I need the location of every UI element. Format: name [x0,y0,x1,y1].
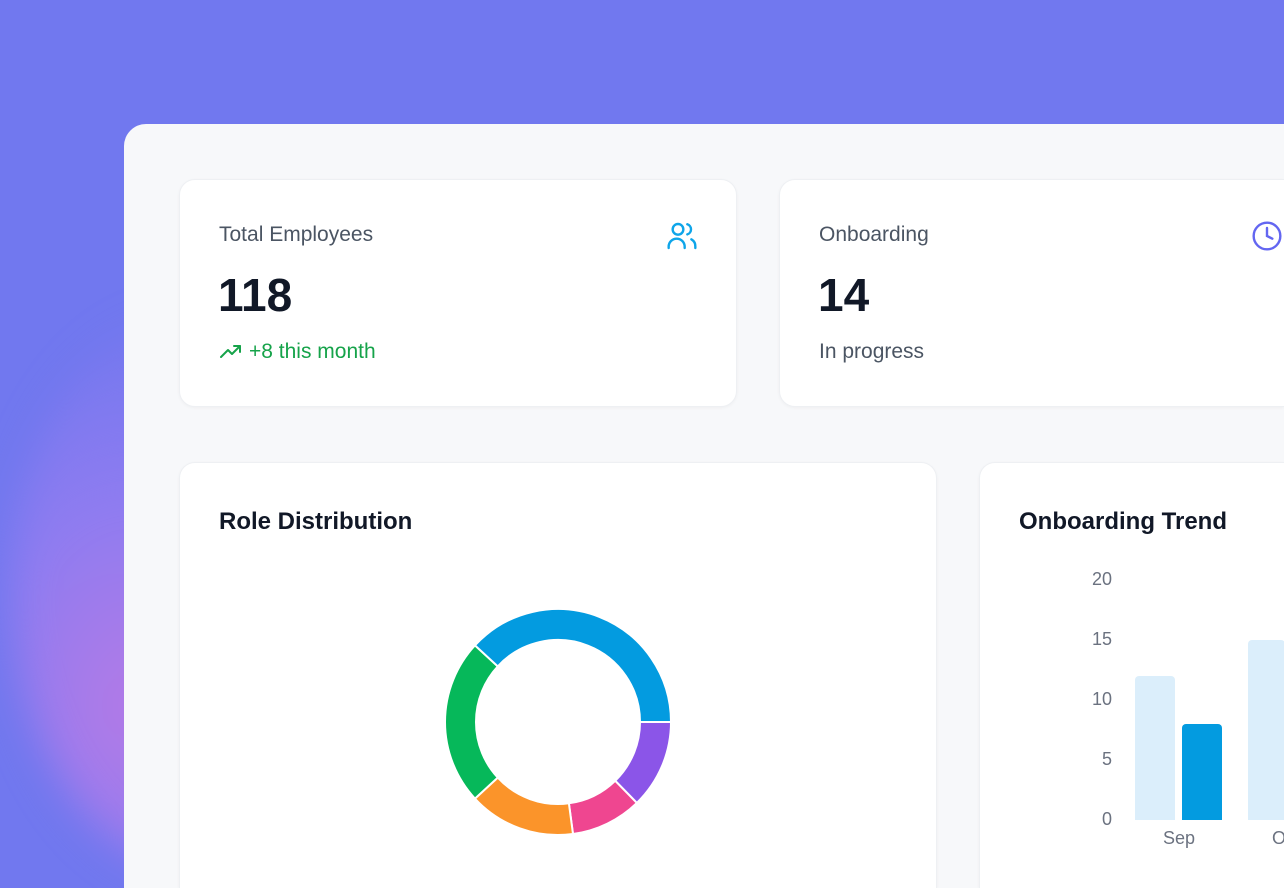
stat-card-total-employees: Total Employees 118 +8 this month [179,179,737,407]
dashboard-panel: Total Employees 118 +8 this month Onboar… [124,124,1284,888]
card-title: Role Distribution [219,508,413,535]
bar[interactable] [1182,724,1222,820]
stat-trend-text: +8 this month [249,340,376,363]
bar[interactable] [1135,676,1175,820]
y-tick-label: 10 [1091,689,1112,709]
stat-value: 118 [218,269,293,321]
y-tick-label: 15 [1091,629,1112,649]
trend-bar-chart: 0 5 10 15 20 Sep O [980,463,1284,883]
y-tick-label: 5 [1101,749,1112,769]
stat-trend: +8 this month [219,340,376,364]
role-distribution-card: Role Distribution [179,462,937,888]
y-tick-label: 0 [1101,809,1112,829]
role-donut-chart [444,608,673,836]
stat-label: Total Employees [219,223,374,246]
stat-sub: In progress [819,340,925,363]
bar[interactable] [1248,640,1284,820]
x-tick-label: Sep [1162,828,1196,848]
y-tick-label: 20 [1091,569,1112,589]
donut-slice[interactable] [473,608,673,723]
stat-label: Onboarding [819,223,929,246]
x-tick-label: O [1272,828,1284,848]
stat-card-onboarding: Onboarding 14 In progress [779,179,1284,407]
card-title: Onboarding Trend [1019,508,1227,535]
donut-slice[interactable] [444,643,500,801]
trending-up-icon [220,345,241,358]
onboarding-trend-card: Onboarding Trend 0 5 10 15 20 Sep O [979,462,1284,888]
clock-icon [1251,220,1283,257]
users-icon [666,220,698,257]
stat-value: 14 [818,269,870,321]
